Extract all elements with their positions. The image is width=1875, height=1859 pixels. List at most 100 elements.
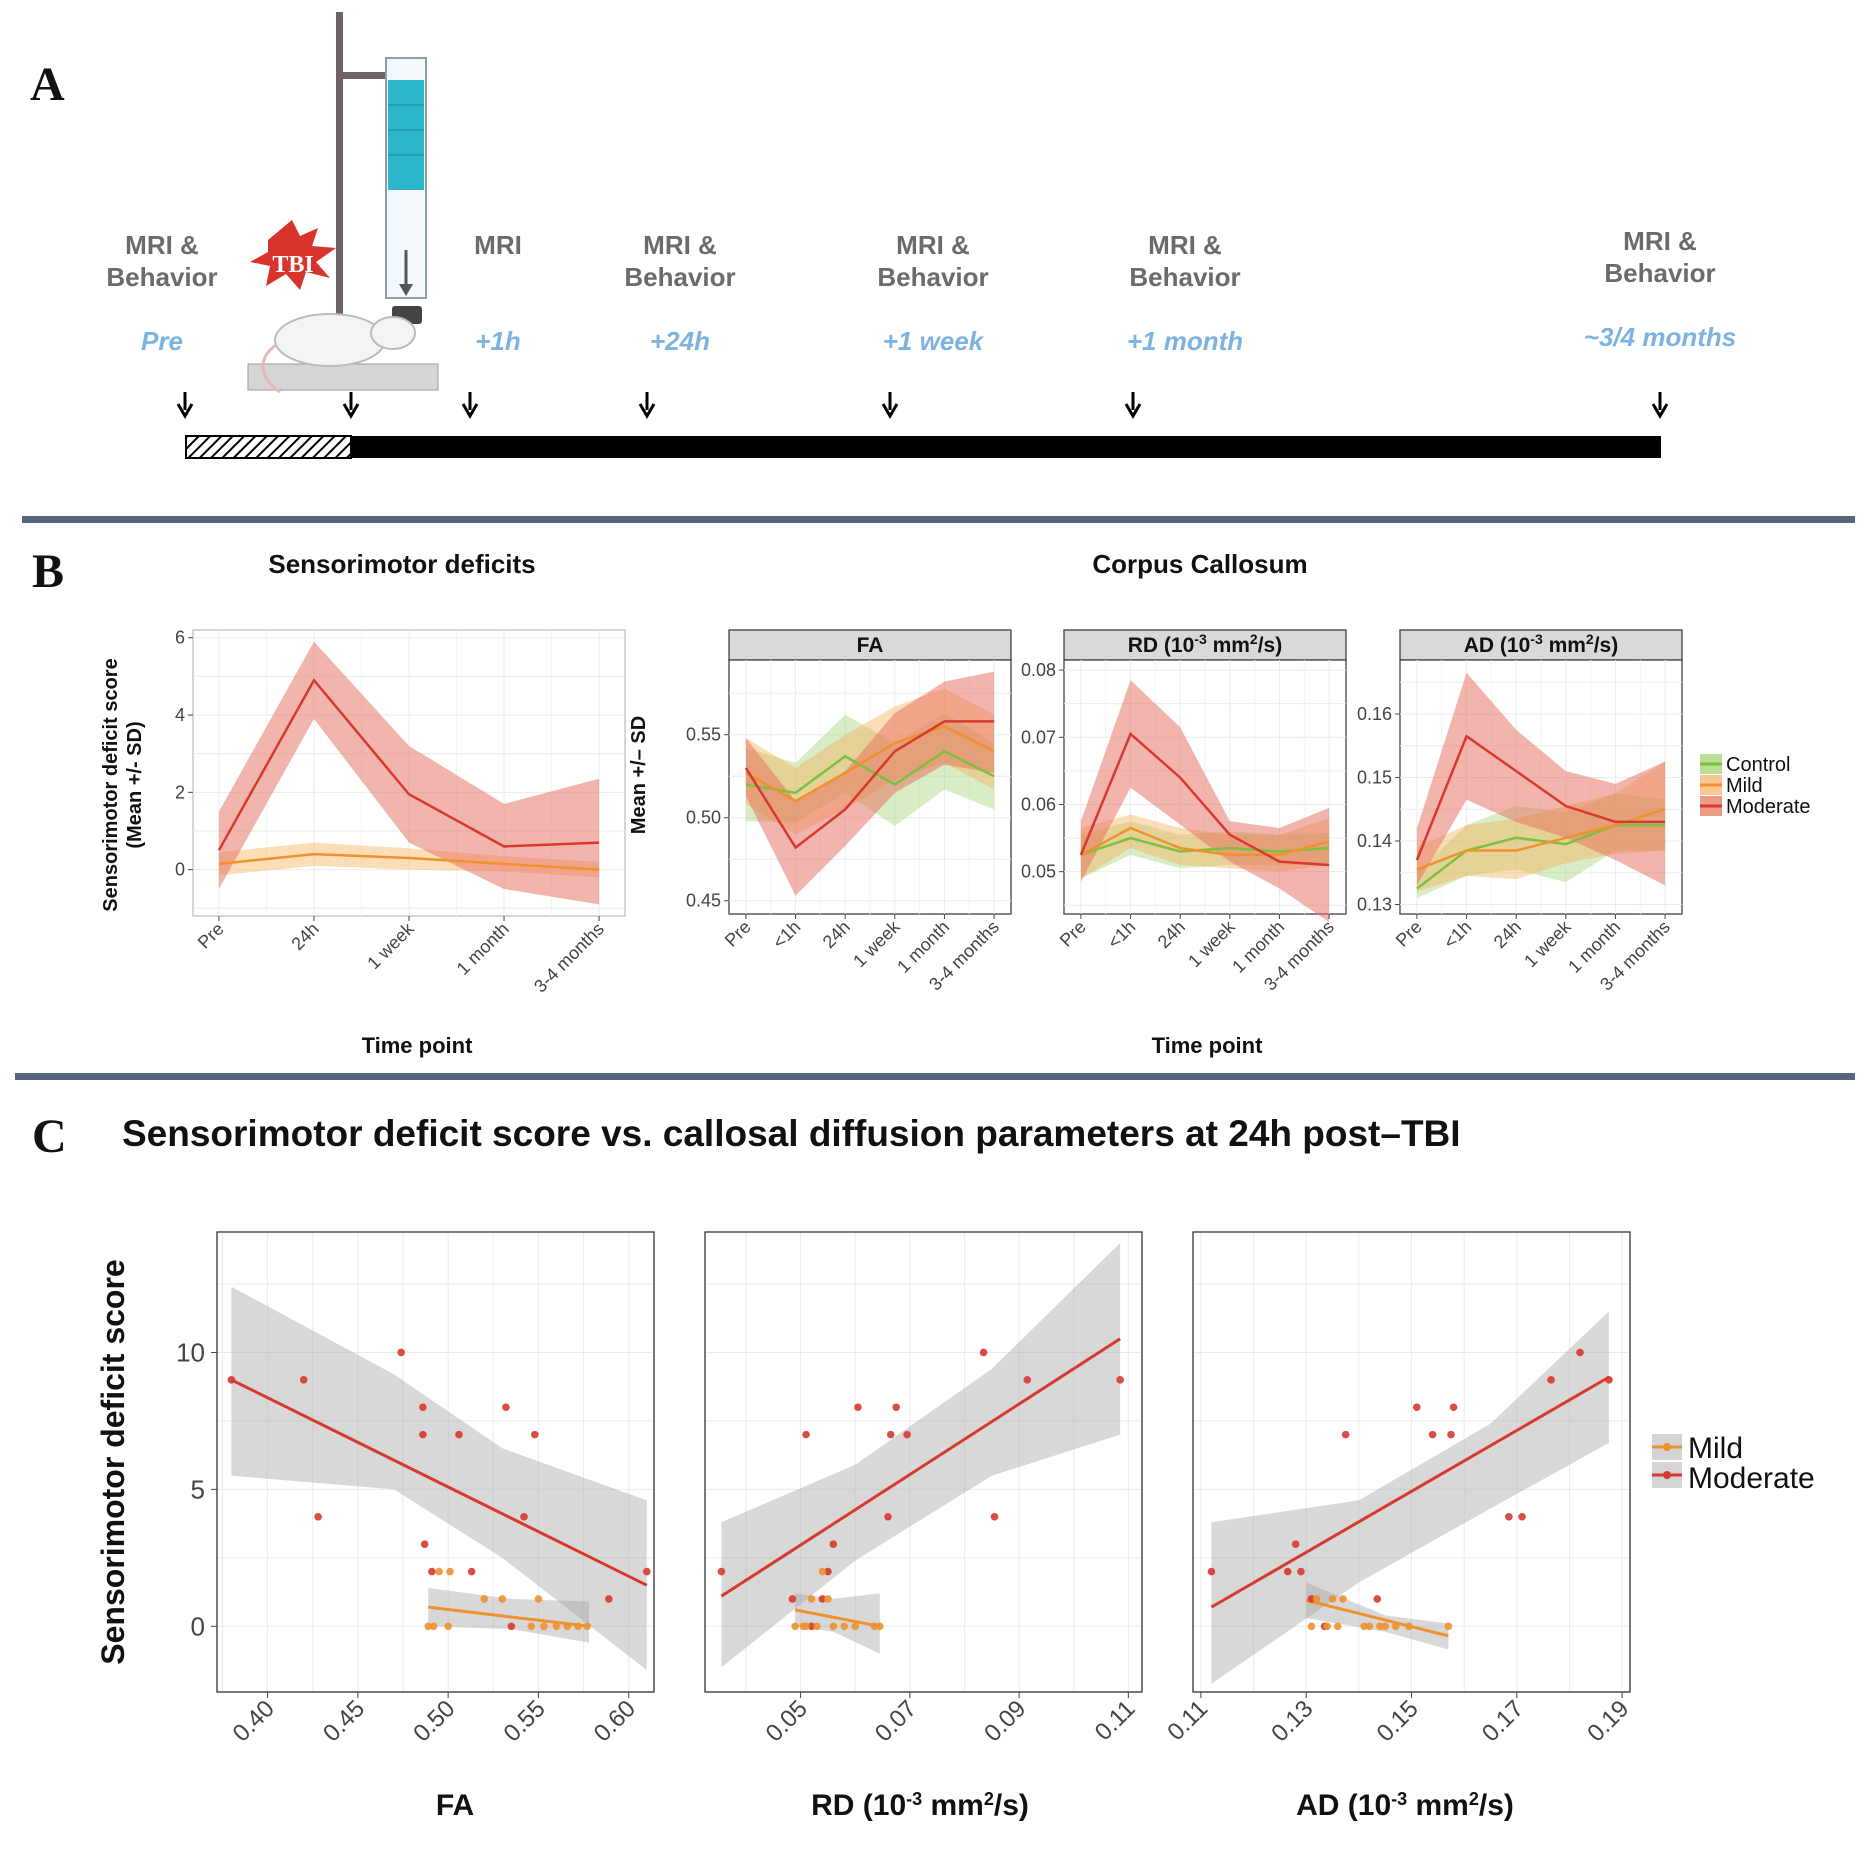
mean-line-moderate bbox=[1079, 731, 1330, 867]
y-tick-label: 0 bbox=[191, 1611, 205, 1641]
point-moderate bbox=[1412, 1403, 1421, 1412]
mean-line-moderate bbox=[744, 720, 995, 850]
divider-b-c bbox=[15, 1073, 1855, 1080]
point-moderate bbox=[818, 1595, 827, 1603]
y-tick-label: 0 bbox=[175, 860, 185, 880]
panel-c-title: Sensorimotor deficit score vs. callosal … bbox=[122, 1113, 1461, 1154]
x-tick-label: <1h bbox=[1104, 917, 1140, 953]
point-moderate bbox=[1373, 1595, 1382, 1603]
ci-band-mild bbox=[795, 1593, 880, 1654]
point-moderate bbox=[1447, 1430, 1455, 1439]
x-tick-label: 0.11 bbox=[1162, 1695, 1213, 1746]
panel-c-xlabel-rd: RD (10-3 mm2/s) bbox=[811, 1789, 1029, 1822]
point-mild bbox=[791, 1622, 799, 1631]
left-chart-title: Sensorimotor deficits bbox=[268, 549, 535, 579]
point-mild bbox=[446, 1567, 454, 1576]
x-tick-label: 0.60 bbox=[589, 1695, 641, 1747]
point-mild bbox=[1312, 1595, 1321, 1603]
point-mild bbox=[824, 1595, 832, 1603]
scatter-chart-fa: 0.40 0.45 0.50 0.55 0.60 0 5 10 bbox=[176, 1231, 655, 1747]
timepoint-label: +1 week bbox=[883, 326, 985, 356]
point-moderate bbox=[1116, 1376, 1124, 1384]
point-moderate bbox=[1518, 1512, 1526, 1521]
y-tick-label: 0.07 bbox=[1021, 727, 1056, 747]
plot-area bbox=[217, 1232, 654, 1692]
point-moderate bbox=[1449, 1403, 1458, 1412]
point-mild bbox=[435, 1567, 443, 1576]
x-tick-label: 0.17 bbox=[1477, 1695, 1529, 1747]
x-tick-label: 24h bbox=[1490, 917, 1525, 952]
left-xlabel: Time point bbox=[362, 1033, 473, 1058]
timepoint-arrow bbox=[638, 392, 656, 419]
facet-strip bbox=[728, 629, 1012, 661]
plot-area bbox=[705, 1232, 1142, 1692]
point-moderate bbox=[1505, 1512, 1513, 1521]
timeline-baseline-segment bbox=[185, 435, 352, 459]
fit-line-mild bbox=[794, 1608, 881, 1628]
x-tick-label: <1h bbox=[1440, 917, 1476, 953]
panel-a-letter: A bbox=[30, 58, 65, 111]
point-mild bbox=[813, 1622, 821, 1631]
x-tick-label: 0.05 bbox=[761, 1695, 813, 1747]
point-moderate bbox=[1341, 1430, 1350, 1439]
y-tick-label: 6 bbox=[175, 628, 185, 648]
mean-line-mild bbox=[1080, 826, 1330, 857]
x-tick-label: 0.07 bbox=[870, 1695, 922, 1747]
point-moderate bbox=[314, 1512, 322, 1521]
point-moderate bbox=[419, 1430, 427, 1439]
point-moderate bbox=[299, 1376, 308, 1384]
line-chart-ad: AD (10-3 mm2/s) 0.13 0.14 0.15 0.16 Pre <1h 24h… bbox=[1357, 629, 1683, 995]
point-moderate bbox=[886, 1430, 895, 1439]
y-tick-label: 0.13 bbox=[1357, 894, 1392, 914]
timepoint-arrow bbox=[1651, 392, 1669, 419]
timepoint-label: ~3/4 months bbox=[1584, 322, 1736, 352]
left-ylabel: Sensorimotor deficit score (Mean +/- SD) bbox=[100, 658, 146, 911]
panel-b-letter: B bbox=[32, 545, 64, 598]
point-moderate bbox=[829, 1540, 838, 1548]
panel-c-letter: C bbox=[32, 1110, 67, 1163]
point-mild bbox=[527, 1622, 536, 1631]
x-tick-label: <1h bbox=[769, 917, 805, 953]
panel-b-charts: 0 2 4 6 Pre 24h 1 week 1 month 3-4 months FA 0.45 0… bbox=[175, 628, 1683, 997]
mean-line-mild bbox=[745, 725, 995, 803]
legend-label-control: Control bbox=[1726, 754, 1790, 776]
header-line1: MRI & bbox=[643, 230, 717, 260]
mean-line-mild bbox=[218, 852, 600, 871]
point-mild bbox=[429, 1622, 438, 1631]
point-mild bbox=[498, 1595, 507, 1603]
point-mild bbox=[480, 1595, 489, 1603]
right-chart-title: Corpus Callosum bbox=[1092, 549, 1307, 579]
x-tick-label: 24h bbox=[287, 919, 322, 954]
x-tick-label: 0.40 bbox=[228, 1695, 280, 1747]
fit-line-moderate bbox=[720, 1337, 1121, 1598]
panel-c-legend: Mild Moderate bbox=[1652, 1432, 1815, 1495]
x-tick-label: 0.15 bbox=[1372, 1695, 1424, 1747]
point-moderate bbox=[788, 1595, 797, 1603]
y-tick-label: 5 bbox=[191, 1474, 205, 1504]
header-line2: Behavior bbox=[1604, 258, 1715, 288]
point-moderate bbox=[884, 1512, 892, 1521]
x-tick-label: 1 week bbox=[363, 918, 418, 973]
point-moderate bbox=[1576, 1348, 1584, 1357]
right-xlabel: Time point bbox=[1152, 1033, 1263, 1058]
x-tick-label: 0.09 bbox=[979, 1695, 1031, 1747]
panel-c-xlabel-fa: FA bbox=[436, 1789, 474, 1822]
fit-line-moderate bbox=[230, 1378, 648, 1587]
mean-line-control bbox=[1080, 836, 1330, 857]
point-mild bbox=[1360, 1622, 1368, 1631]
x-tick-label: 1 month bbox=[453, 919, 513, 979]
point-mild bbox=[829, 1622, 838, 1631]
legend-label-moderate-c: Moderate bbox=[1688, 1462, 1815, 1495]
tbi-apparatus-illustration: TBI bbox=[247, 12, 439, 394]
point-moderate bbox=[455, 1430, 463, 1439]
y-tick-label: 2 bbox=[175, 782, 185, 802]
header-line2: Behavior bbox=[877, 262, 988, 292]
point-moderate bbox=[717, 1567, 726, 1576]
fit-line-mild bbox=[428, 1605, 590, 1628]
facet-strip bbox=[1063, 629, 1347, 661]
y-tick-label: 0.08 bbox=[1021, 660, 1056, 680]
fit-line-moderate bbox=[1210, 1375, 1610, 1609]
